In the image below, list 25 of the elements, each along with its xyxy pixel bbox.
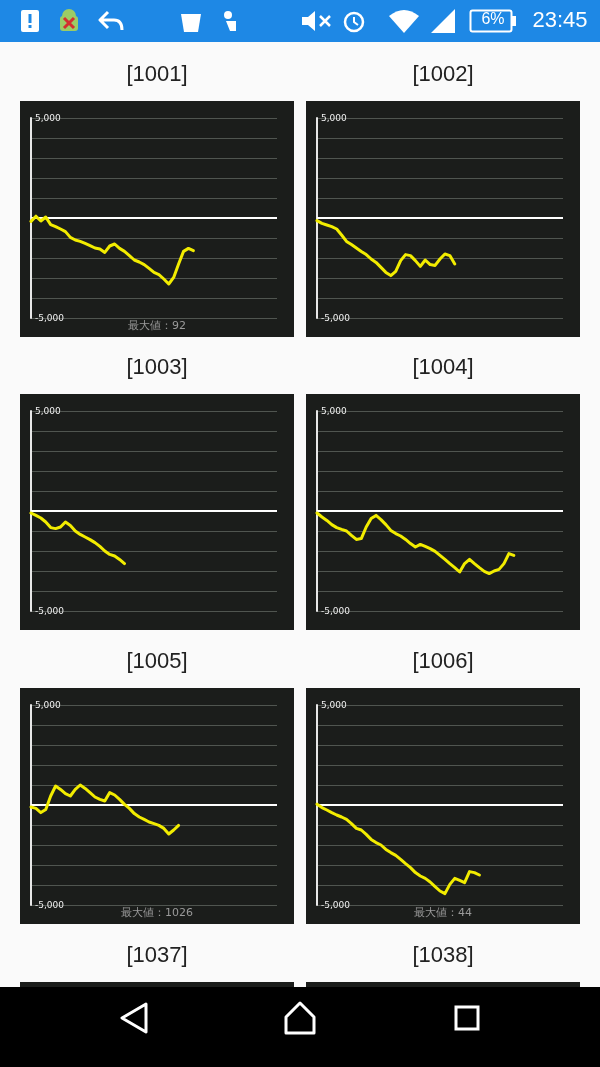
chart-title: [1006] <box>411 648 475 674</box>
chart-title: [1005] <box>125 648 189 674</box>
text: [1037] <box>125 942 189 968</box>
y-tick-label: -5,000 <box>35 606 65 616</box>
chart-title: [1004] <box>411 354 475 380</box>
y-tick-label: 5,000 <box>35 113 62 123</box>
chart-title: [1002] <box>411 61 475 87</box>
y-tick-label: 5,000 <box>321 700 348 710</box>
y-tick-label: -5,000 <box>321 313 351 323</box>
text: 23:45 <box>531 7 589 33</box>
text: 最大値：44 <box>414 906 472 919</box>
text: 最大値：92 <box>128 319 186 332</box>
y-tick-label: 5,000 <box>321 113 348 123</box>
chart-title: [1001] <box>125 61 189 87</box>
y-tick-label: -5,000 <box>321 900 351 910</box>
y-tick-label: -5,000 <box>35 313 65 323</box>
chart-title: [1003] <box>125 354 189 380</box>
y-tick-label: -5,000 <box>321 606 351 616</box>
y-tick-label: 5,000 <box>35 700 62 710</box>
y-tick-label: 5,000 <box>35 406 62 416</box>
text: [1038] <box>411 942 475 968</box>
y-tick-label: 5,000 <box>321 406 348 416</box>
y-tick-label: -5,000 <box>35 900 65 910</box>
text: 最大値：1026 <box>121 906 193 919</box>
text: 6% <box>480 10 506 28</box>
